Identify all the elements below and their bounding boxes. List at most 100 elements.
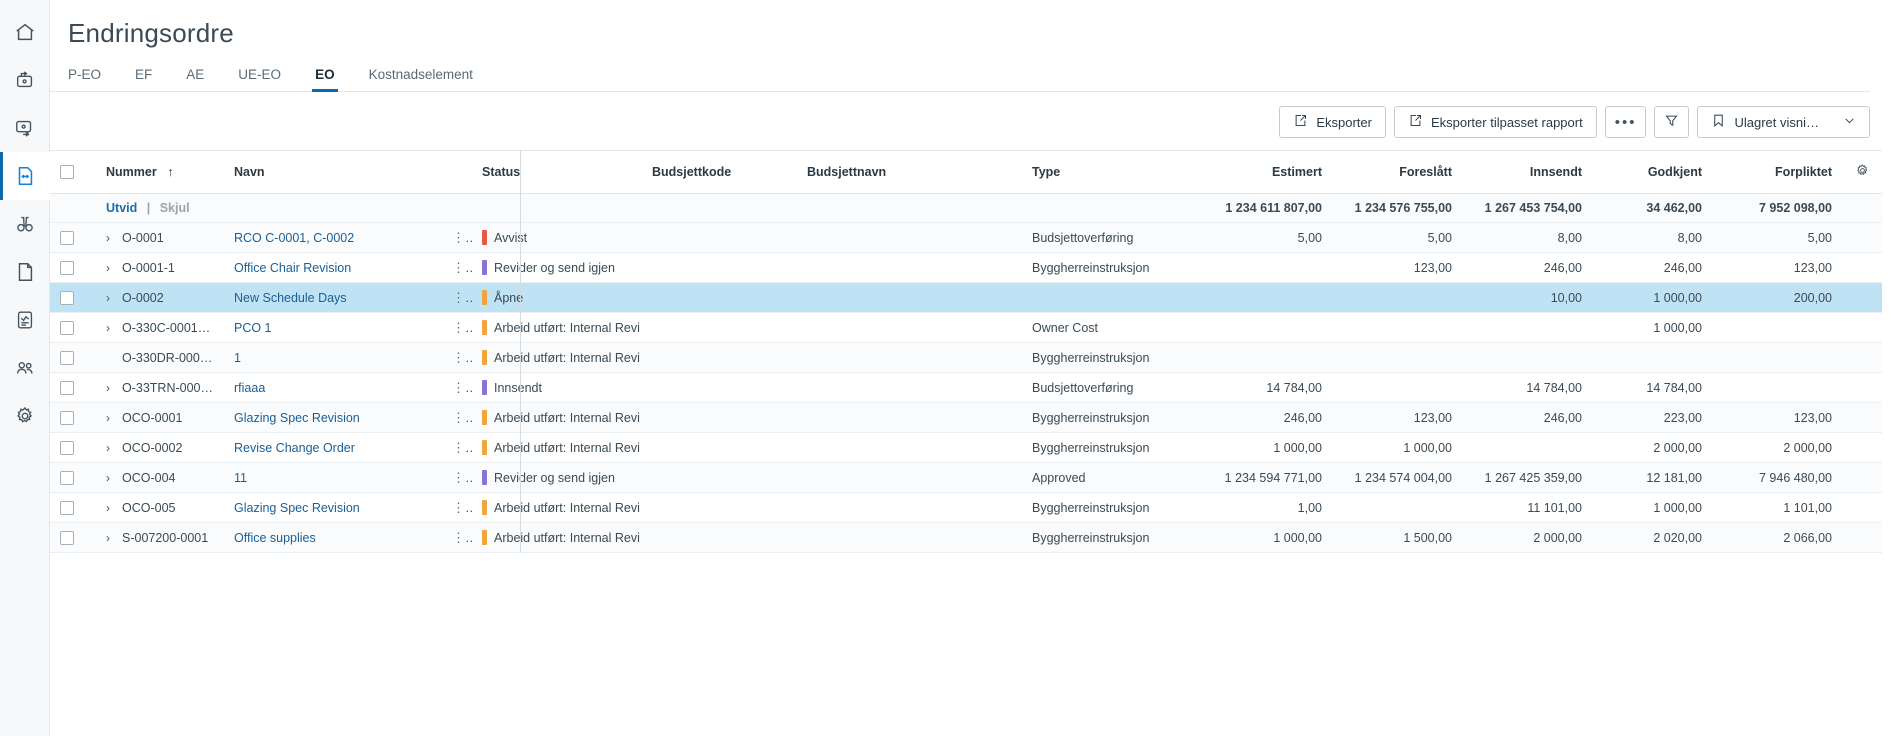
column-header-budsjettnavn[interactable]: Budsjettnavn [797,150,1022,194]
column-header-innsendt[interactable]: Innsendt [1462,150,1592,194]
expand-row-chevron-icon[interactable]: › [106,320,110,335]
sidebar-item-change-order[interactable] [0,152,50,200]
row-checkbox[interactable] [60,290,74,305]
column-header-type[interactable]: Type [1022,150,1202,194]
navn-link[interactable]: rfiaaa [234,380,266,395]
row-checkbox[interactable] [60,410,74,425]
navn-link[interactable]: Revise Change Order [234,440,355,455]
row-actions-kebab-icon[interactable]: ⋮ [452,529,465,545]
expand-row-chevron-icon[interactable]: › [106,530,110,545]
sidebar-item-export[interactable] [0,104,50,152]
column-header-navn[interactable]: Navn [224,150,442,194]
row-actions-kebab-icon[interactable]: ⋮ [452,229,465,245]
navn-link[interactable]: Office supplies [234,530,316,545]
navn-link[interactable]: 1 [234,350,241,365]
expand-row-chevron-icon[interactable]: › [106,470,110,485]
expand-all-link[interactable]: Utvid [106,201,138,215]
table-row[interactable]: › S-007200-0001 Office supplies ⋮ Arbeid utf… [50,522,1882,553]
navn-link[interactable]: 11 [234,470,247,485]
row-actions-kebab-icon[interactable]: ⋮ [452,289,465,305]
row-checkbox[interactable] [60,260,74,275]
expand-row-chevron-icon[interactable]: › [106,260,110,275]
column-header-godkjent[interactable]: Godkjent [1592,150,1712,194]
table-row[interactable]: O-330DR-0002355 1 ⋮ Arbeid utført: Internal… [50,342,1882,373]
cell-gear-spacer [1842,462,1882,493]
row-checkbox[interactable] [60,440,74,455]
cell-budsjettnavn [797,402,1022,433]
row-checkbox[interactable] [60,350,74,365]
tab-ef[interactable]: EF [135,67,153,82]
cell-type: Byggherreinstruksjon [1022,252,1202,283]
more-options-button[interactable]: ••• [1604,106,1647,138]
row-actions-kebab-icon[interactable]: ⋮ [452,499,465,515]
column-header-forpliktet[interactable]: Forpliktet [1712,150,1842,194]
cell-godkjent: 12 181,00 [1592,462,1712,493]
export-custom-report-button[interactable]: Eksporter tilpasset rapport [1393,106,1597,138]
summary-budsjettkode [642,193,797,223]
filter-button[interactable] [1654,106,1690,138]
column-header-estimert[interactable]: Estimert [1202,150,1332,194]
grid-settings-button[interactable] [1842,150,1882,194]
navn-link[interactable]: PCO 1 [234,320,272,335]
cell-nummer-value: OCO-005 [122,500,176,515]
row-checkbox[interactable] [60,530,74,545]
tab-ae[interactable]: AE [186,67,205,82]
navn-link[interactable]: Glazing Spec Revision [234,410,360,425]
row-actions-kebab-icon[interactable]: ⋮ [452,469,465,485]
sidebar-item-users[interactable] [0,344,50,392]
sidebar-item-import[interactable] [0,56,50,104]
row-actions-kebab-icon[interactable]: ⋮ [452,379,465,395]
row-checkbox[interactable] [60,470,74,485]
sidebar-item-home[interactable] [0,8,50,56]
navn-link[interactable]: New Schedule Days [234,290,347,305]
row-checkbox[interactable] [60,320,74,335]
table-row[interactable]: › OCO-0001 Glazing Spec Revision ⋮ Arbeid ut… [50,402,1882,433]
column-header-status[interactable]: Status [472,150,642,194]
sidebar-item-documents[interactable] [0,248,50,296]
table-row[interactable]: › OCO-0002 Revise Change Order ⋮ Arbeid utfø… [50,432,1882,463]
tab-kostnadselement[interactable]: Kostnadselement [368,67,473,82]
table-row[interactable]: › OCO-005 Glazing Spec Revision ⋮ Arbeid utf… [50,492,1882,523]
cell-godkjent: 2 020,00 [1592,522,1712,553]
tab-ue-eo[interactable]: UE-EO [238,67,282,82]
saved-view-selector[interactable]: Ulagret visni… [1697,106,1870,138]
expand-row-chevron-icon[interactable]: › [106,230,110,245]
row-actions-kebab-icon[interactable]: ⋮ [452,259,465,275]
collapse-all-link[interactable]: Skjul [159,201,190,215]
column-header-foreslatt[interactable]: Foreslått [1332,150,1462,194]
navn-link[interactable]: RCO C-0001, C-0002 [234,230,355,245]
cell-status: Avvist [472,222,642,253]
expand-row-chevron-icon[interactable]: › [106,380,110,395]
sidebar-item-reports[interactable] [0,296,50,344]
row-actions-kebab-icon[interactable]: ⋮ [452,319,465,335]
row-checkbox[interactable] [60,380,74,395]
row-checkbox[interactable] [60,230,74,245]
table-row[interactable]: › O-0001-1 Office Chair Revision ⋮ Revider o… [50,252,1882,283]
expand-row-chevron-icon[interactable]: › [106,440,110,455]
navn-link[interactable]: Office Chair Revision [234,260,352,275]
row-checkbox[interactable] [60,500,74,515]
tab-eo[interactable]: EO [312,67,338,92]
navn-link[interactable]: Glazing Spec Revision [234,500,360,515]
cell-nummer-value: S-007200-0001 [122,530,209,545]
table-row[interactable]: › O-33TRN-0001355 rfiaaa ⋮ Innsendt Budsjetto… [50,372,1882,403]
row-actions-kebab-icon[interactable]: ⋮ [452,439,465,455]
column-header-budsjettkode[interactable]: Budsjettkode [642,150,797,194]
table-row[interactable]: › O-0002 New Schedule Days ⋮ Åpne 10,00 1 000,… [50,282,1882,313]
row-actions-kebab-icon[interactable]: ⋮ [452,409,465,425]
column-header-nummer[interactable]: Nummer ↑ [96,150,224,194]
row-actions-kebab-icon[interactable]: ⋮ [452,349,465,365]
tab-p-eo[interactable]: P-EO [68,67,102,82]
sidebar-item-observations[interactable] [0,200,50,248]
export-button[interactable]: Eksporter [1279,106,1386,138]
table-row[interactable]: › OCO-004 11 ⋮ Revider og send igjen Approved… [50,462,1882,493]
table-row[interactable]: › O-0001 RCO C-0001, C-0002 ⋮ Avvist Budsjett… [50,222,1882,253]
table-row[interactable]: › O-330C-0001355 PCO 1 ⋮ Arbeid utført: Inte… [50,312,1882,343]
expand-row-chevron-icon[interactable]: › [106,410,110,425]
expand-row-chevron-icon[interactable]: › [106,500,110,515]
filter-icon [1664,113,1679,131]
select-all-checkbox[interactable] [60,165,74,180]
expand-row-chevron-icon[interactable]: › [106,290,110,305]
cell-innsendt [1462,432,1592,463]
sidebar-item-settings[interactable] [0,392,50,440]
